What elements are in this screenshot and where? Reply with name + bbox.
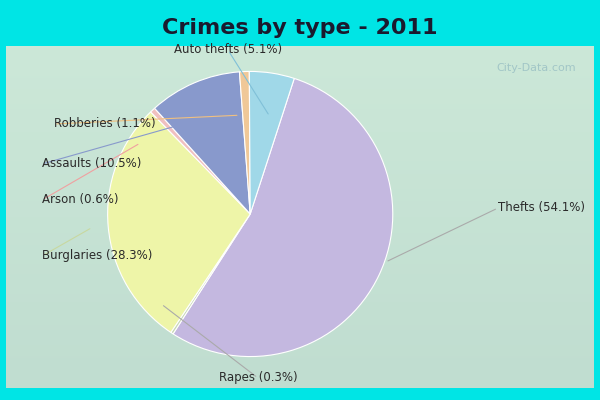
Text: Crimes by type - 2011: Crimes by type - 2011	[162, 18, 438, 38]
Wedge shape	[171, 214, 250, 334]
Text: Auto thefts (5.1%): Auto thefts (5.1%)	[174, 44, 282, 56]
Text: Rapes (0.3%): Rapes (0.3%)	[218, 372, 298, 384]
Wedge shape	[250, 72, 294, 214]
Text: Burglaries (28.3%): Burglaries (28.3%)	[42, 250, 152, 262]
Text: City-Data.com: City-Data.com	[497, 63, 577, 73]
Wedge shape	[155, 72, 250, 214]
Text: Assaults (10.5%): Assaults (10.5%)	[42, 158, 142, 170]
Text: Robberies (1.1%): Robberies (1.1%)	[54, 118, 155, 130]
Wedge shape	[239, 72, 250, 214]
Text: Thefts (54.1%): Thefts (54.1%)	[498, 202, 585, 214]
Wedge shape	[151, 108, 250, 214]
Wedge shape	[173, 78, 393, 356]
Wedge shape	[107, 112, 250, 332]
Text: Arson (0.6%): Arson (0.6%)	[42, 194, 119, 206]
